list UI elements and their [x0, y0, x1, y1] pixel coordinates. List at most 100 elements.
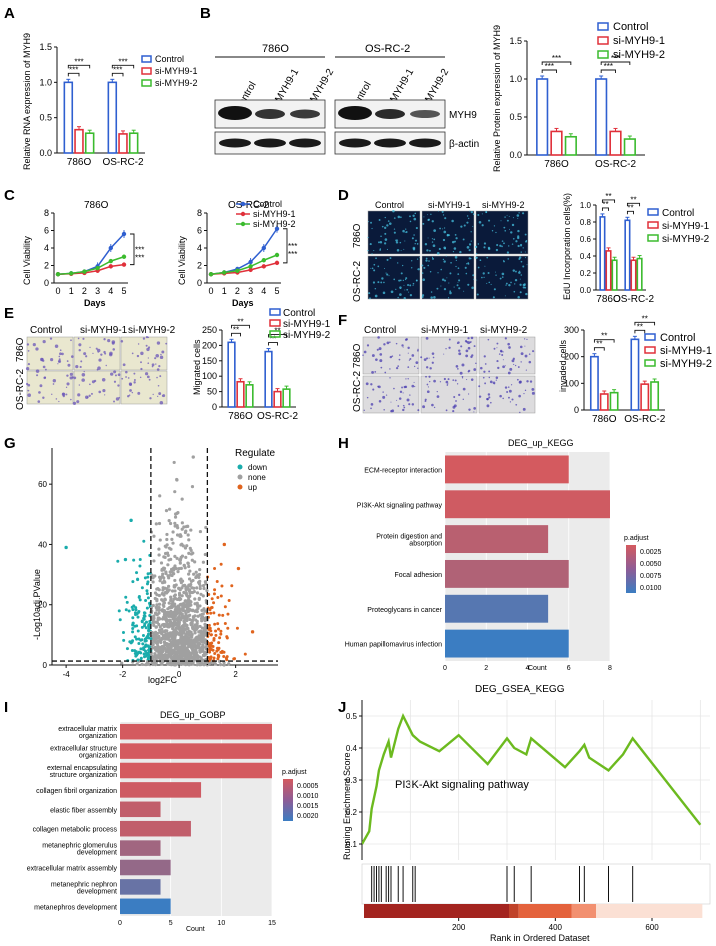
cell — [502, 397, 504, 400]
cell — [159, 355, 164, 360]
cell — [374, 287, 377, 290]
cell — [511, 243, 514, 245]
cell — [531, 391, 535, 395]
cell — [437, 272, 439, 274]
cell — [496, 360, 499, 363]
band-myh9-3 — [290, 109, 320, 119]
cell — [395, 367, 399, 370]
cell — [38, 391, 41, 394]
cell — [104, 352, 107, 355]
cell — [125, 376, 127, 378]
cell — [514, 283, 516, 285]
cell — [517, 236, 520, 240]
padj-colorbar — [626, 545, 636, 593]
cell — [147, 336, 150, 339]
cell — [422, 405, 426, 409]
bar-si-myh9-1 — [630, 259, 637, 291]
significance-bracket — [601, 207, 609, 211]
cell — [474, 245, 478, 249]
gene-point — [175, 533, 180, 537]
cell — [417, 348, 419, 351]
cell — [129, 389, 132, 392]
cell — [467, 283, 470, 286]
panel-j-gsea: DEG_GSEA_KEGG Running Enrichment Score P… — [342, 684, 711, 943]
cell — [519, 270, 521, 272]
gene-point — [188, 599, 192, 603]
cell — [482, 272, 485, 275]
cell — [437, 210, 439, 212]
gene-point — [216, 596, 220, 600]
cell — [414, 243, 416, 245]
gene-point — [243, 652, 247, 656]
cell — [442, 228, 444, 230]
gene-point — [177, 615, 181, 619]
gene-point — [136, 629, 140, 633]
gene-point — [150, 573, 154, 577]
gene-point — [189, 603, 193, 607]
gene-point — [133, 635, 137, 639]
cell — [411, 260, 413, 262]
cell — [531, 388, 535, 391]
cell — [384, 226, 387, 229]
legend-si1: si-MYH9-1 — [155, 66, 198, 76]
cell — [451, 240, 455, 244]
cell — [445, 409, 448, 412]
gene-point — [225, 658, 229, 662]
gene-point — [171, 633, 176, 637]
cell — [386, 224, 389, 227]
col-header-si1: si-MYH9-1 — [80, 325, 128, 336]
cell — [475, 256, 478, 259]
cell — [516, 214, 520, 217]
gene-point — [177, 649, 181, 653]
legend-si1: si-MYH9-1 — [283, 319, 331, 330]
gene-point — [186, 561, 190, 566]
cell — [59, 349, 62, 352]
cell — [415, 361, 419, 365]
cell — [386, 248, 389, 251]
cell — [148, 378, 151, 381]
cell — [456, 383, 459, 385]
category-label: Proteoglycans in cancer — [367, 607, 442, 614]
cell — [425, 259, 428, 262]
cell — [516, 378, 519, 381]
y-tick-label: 1.5 — [39, 42, 52, 52]
cell — [488, 376, 491, 379]
gene-point — [183, 584, 187, 588]
cell — [155, 354, 160, 358]
cell — [417, 268, 420, 271]
significance-bracket — [283, 228, 288, 264]
gene-point — [189, 528, 193, 532]
cell — [382, 395, 386, 399]
gene-point — [214, 629, 218, 633]
gene-point — [139, 647, 143, 651]
legend-swatch-si1 — [269, 319, 281, 327]
cell — [363, 350, 367, 354]
gene-point — [189, 552, 194, 556]
cell — [451, 219, 454, 223]
significance-label: ** — [601, 332, 607, 341]
cell — [448, 282, 450, 284]
hits-track — [361, 863, 711, 905]
bar-si-myh9-1 — [550, 130, 563, 156]
gene-point — [187, 538, 191, 542]
cell — [39, 384, 43, 388]
cell — [413, 217, 417, 221]
gene-point — [182, 637, 186, 641]
cell — [125, 370, 128, 374]
bar — [120, 723, 272, 740]
cell — [458, 352, 462, 356]
x-tick-label: 3 — [248, 286, 253, 296]
gene-point — [161, 615, 166, 619]
gene-point — [172, 460, 176, 465]
data-point — [108, 258, 114, 264]
cell — [447, 383, 449, 385]
gene-point — [145, 606, 149, 610]
gene-point — [170, 537, 174, 541]
gene-point — [185, 648, 190, 652]
gene-point — [160, 662, 164, 666]
category-label: collagen metabolic process — [33, 827, 118, 834]
gene-point — [182, 661, 186, 665]
data-point — [208, 272, 214, 277]
